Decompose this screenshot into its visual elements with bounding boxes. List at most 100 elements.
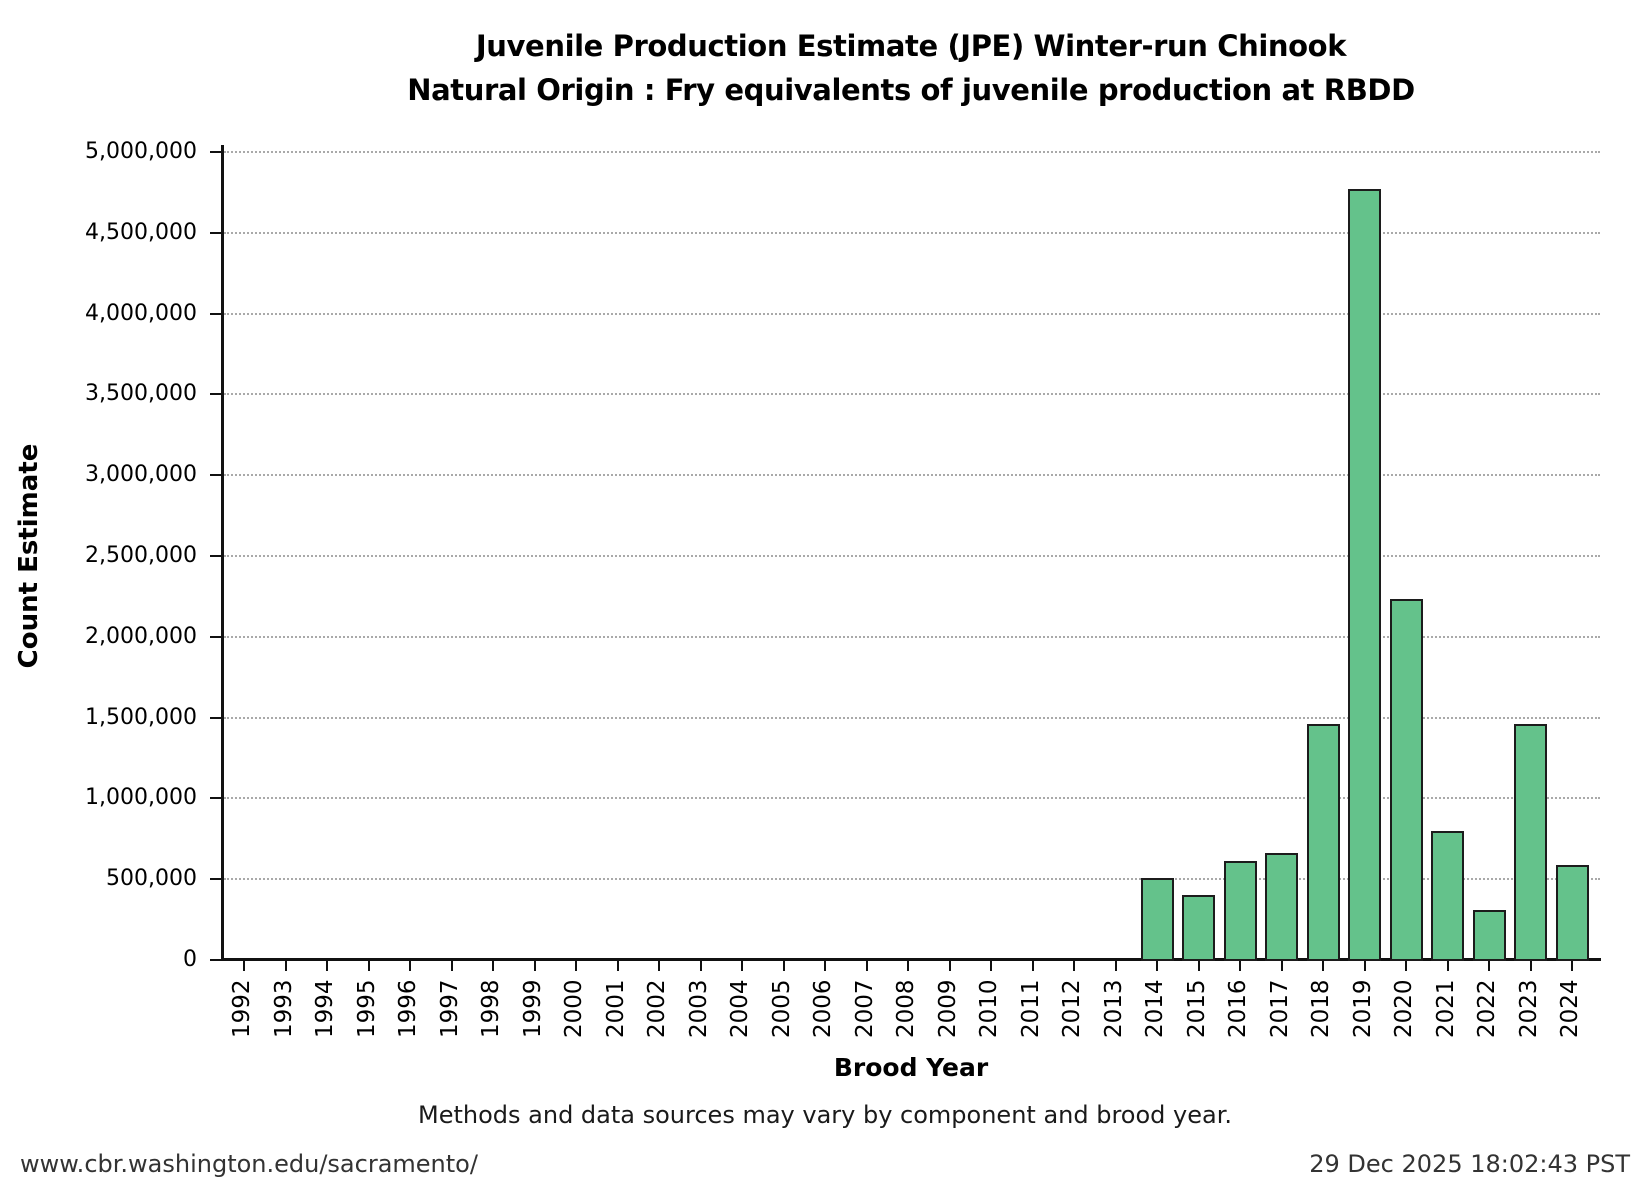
y-gridline xyxy=(224,635,1600,638)
x-tick-mark xyxy=(990,961,992,971)
y-tick-label: 500,000 xyxy=(106,866,197,892)
y-tick-label: 5,000,000 xyxy=(85,139,197,164)
x-tick-label: 1993 xyxy=(270,979,297,1038)
y-tick-mark xyxy=(210,959,223,961)
footer-source-url: www.cbr.washington.edu/sacramento/ xyxy=(20,1150,478,1178)
y-gridline xyxy=(224,151,1600,153)
x-tick-mark xyxy=(1363,961,1366,971)
x-tick-label: 2013 xyxy=(1100,979,1127,1038)
x-tick-mark xyxy=(492,961,494,971)
y-tick-label: 2,500,000 xyxy=(85,543,197,568)
x-tick-mark xyxy=(450,961,453,971)
y-gridline xyxy=(224,474,1600,477)
y-gridline xyxy=(224,878,1600,881)
x-axis-spine xyxy=(221,958,1601,961)
x-tick-label: 2014 xyxy=(1142,979,1168,1038)
bar-2024 xyxy=(1555,865,1589,961)
x-tick-mark xyxy=(243,961,245,971)
x-tick-mark xyxy=(658,961,660,971)
x-tick-label: 2001 xyxy=(602,979,629,1038)
y-gridline xyxy=(224,716,1600,719)
y-tick-mark xyxy=(210,312,223,315)
x-tick-label: 1999 xyxy=(519,979,546,1038)
x-tick-label: 2022 xyxy=(1474,979,1500,1038)
y-tick-mark xyxy=(210,878,223,881)
x-tick-mark xyxy=(1197,961,1200,971)
chart-caption: Methods and data sources may vary by com… xyxy=(418,1101,1232,1129)
x-tick-mark xyxy=(616,961,619,971)
x-tick-label: 2021 xyxy=(1432,979,1459,1038)
x-tick-mark xyxy=(1114,961,1117,971)
chart-title-line1: Juvenile Production Estimate (JPE) Winte… xyxy=(475,29,1347,63)
x-tick-label: 2009 xyxy=(934,979,961,1038)
chart-title: Juvenile Production Estimate (JPE) Winte… xyxy=(407,24,1415,112)
y-tick-mark xyxy=(210,151,223,153)
x-tick-mark xyxy=(1280,961,1283,971)
y-tick-label: 1,500,000 xyxy=(85,704,197,730)
y-tick-mark xyxy=(210,231,223,234)
x-tick-label: 2008 xyxy=(893,979,919,1038)
x-tick-label: 2019 xyxy=(1349,979,1376,1038)
x-tick-label: 2012 xyxy=(1059,979,1085,1038)
y-tick-mark xyxy=(210,393,223,396)
x-tick-mark xyxy=(948,961,951,971)
x-tick-mark xyxy=(824,961,826,971)
chart-title-line2: Natural Origin : Fry equivalents of juve… xyxy=(407,73,1415,107)
y-tick-mark xyxy=(210,716,223,719)
x-tick-mark xyxy=(1405,961,1407,971)
bar-2020 xyxy=(1389,598,1423,961)
x-tick-label: 2017 xyxy=(1266,979,1293,1038)
x-tick-mark xyxy=(575,961,577,971)
y-tick-mark xyxy=(210,797,223,800)
x-tick-mark xyxy=(865,961,868,971)
x-tick-label: 2010 xyxy=(976,979,1002,1038)
x-tick-mark xyxy=(1031,961,1034,971)
bar-2017 xyxy=(1265,852,1298,961)
x-tick-label: 1996 xyxy=(395,979,421,1038)
footer-timestamp: 29 Dec 2025 18:02:43 PST xyxy=(1309,1150,1630,1178)
x-tick-mark xyxy=(1446,961,1449,971)
x-tick-label: 1997 xyxy=(436,979,463,1038)
y-gridline xyxy=(224,231,1600,234)
x-tick-mark xyxy=(699,961,702,971)
x-tick-mark xyxy=(367,961,370,971)
bar-2021 xyxy=(1431,830,1464,961)
x-tick-label: 2018 xyxy=(1308,979,1334,1038)
x-tick-mark xyxy=(1529,961,1532,971)
x-tick-label: 2015 xyxy=(1183,979,1210,1038)
y-gridline xyxy=(224,797,1600,800)
x-tick-label: 1992 xyxy=(229,979,255,1038)
x-tick-mark xyxy=(1073,961,1075,971)
x-tick-label: 1998 xyxy=(478,979,504,1038)
y-gridline xyxy=(224,312,1600,315)
x-tick-label: 1995 xyxy=(353,979,380,1038)
x-tick-mark xyxy=(1239,961,1241,971)
x-tick-label: 2007 xyxy=(851,979,878,1038)
y-tick-label: 0 xyxy=(183,947,197,972)
y-gridline xyxy=(224,393,1600,396)
y-tick-label: 3,000,000 xyxy=(85,462,197,488)
x-tick-mark xyxy=(1322,961,1324,971)
x-tick-label: 2004 xyxy=(727,979,753,1038)
x-tick-mark xyxy=(533,961,536,971)
y-tick-label: 4,000,000 xyxy=(85,300,197,326)
y-tick-label: 4,500,000 xyxy=(85,219,197,245)
y-tick-label: 3,500,000 xyxy=(85,381,197,407)
bar-2015 xyxy=(1182,894,1215,961)
bar-2019 xyxy=(1348,189,1381,961)
y-tick-mark xyxy=(210,555,223,557)
x-tick-label: 2020 xyxy=(1391,979,1417,1038)
x-tick-label: 2000 xyxy=(561,979,587,1038)
x-tick-mark xyxy=(326,961,328,971)
x-tick-mark xyxy=(284,961,287,971)
x-tick-label: 1994 xyxy=(312,979,338,1038)
x-tick-label: 2024 xyxy=(1557,979,1583,1038)
x-tick-mark xyxy=(1488,961,1490,971)
x-tick-mark xyxy=(1571,961,1573,971)
bar-2014 xyxy=(1140,878,1174,961)
bar-2018 xyxy=(1306,724,1340,961)
y-tick-mark xyxy=(210,635,223,638)
y-tick-mark xyxy=(210,474,223,477)
x-tick-label: 2016 xyxy=(1225,979,1251,1038)
